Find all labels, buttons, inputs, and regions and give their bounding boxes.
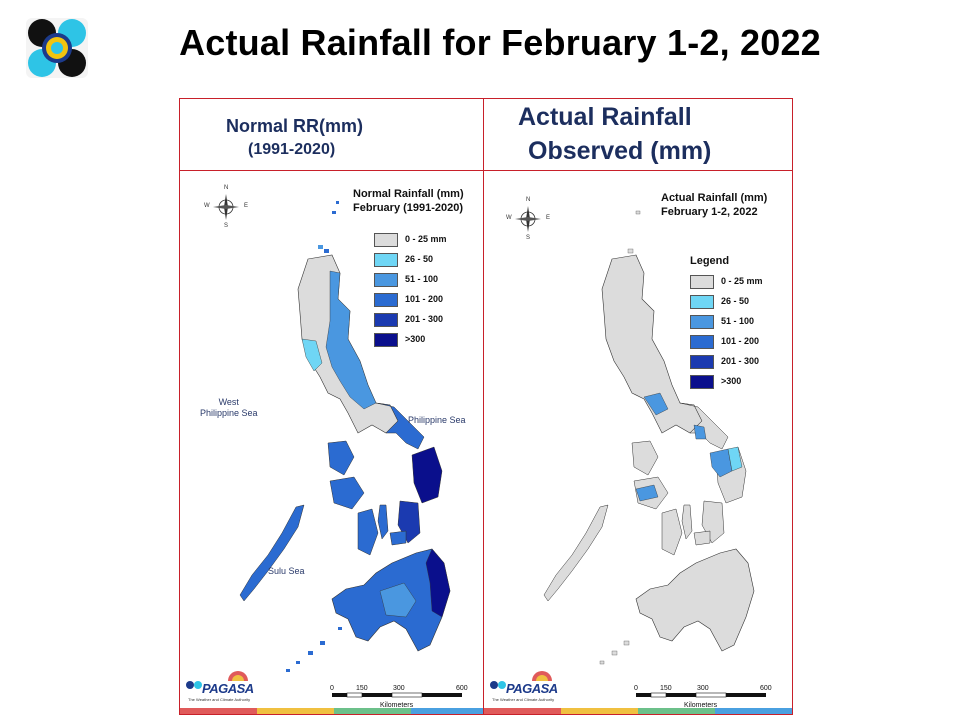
legend-swatch xyxy=(690,275,714,289)
bohol-island xyxy=(389,530,407,546)
legend-heading: Legend xyxy=(690,255,730,267)
brand-name: PAGASA xyxy=(506,681,558,696)
bicol-rain-zone xyxy=(693,424,707,440)
legend-title-line1: Actual Rainfall (mm) xyxy=(661,192,768,204)
pagasa-seal-icon xyxy=(26,18,88,78)
legend-swatch xyxy=(374,313,398,327)
compass-s: S xyxy=(526,235,531,241)
legend-title-line1: Normal Rainfall (mm) xyxy=(353,188,464,200)
luzon-south-zone xyxy=(643,392,669,416)
legend-title-line2: February 1-2, 2022 xyxy=(661,206,758,218)
samar-rain-zone xyxy=(709,448,733,478)
legend-swatch xyxy=(374,233,398,247)
negros-island xyxy=(357,508,379,556)
compass-s: S xyxy=(224,223,229,229)
samar-island xyxy=(411,446,443,504)
legend-label: 101 - 200 xyxy=(405,294,444,304)
mindanao-landmass xyxy=(635,548,755,652)
mindanao-east-zone xyxy=(425,548,451,618)
panel-title-line2: (1991-2020) xyxy=(248,141,336,158)
scale-bar xyxy=(332,692,462,698)
legend-swatch xyxy=(374,273,398,287)
legend-label: 0 - 25 mm xyxy=(405,234,447,244)
legend-swatch xyxy=(690,375,714,389)
color-strip xyxy=(180,708,488,714)
legend-swatch xyxy=(374,333,398,347)
bicol-landmass xyxy=(679,402,729,450)
panel-header: Normal RR(mm) (1991-2020) xyxy=(180,99,488,171)
legend-label: 0 - 25 mm xyxy=(721,276,763,286)
compass-w: W xyxy=(204,203,210,209)
brand-tagline: The Weather and Climate Authority xyxy=(492,697,555,702)
legend-title: Actual Rainfall (mm) February 1-2, 2022 xyxy=(661,191,767,219)
pagasa-brand: PAGASA The Weather and Climate Authority xyxy=(184,667,254,707)
color-strip xyxy=(484,708,792,714)
legend-label: 201 - 300 xyxy=(405,314,444,324)
palawan-island xyxy=(239,504,305,602)
brand-tagline: The Weather and Climate Authority xyxy=(188,697,251,702)
compass-w: W xyxy=(506,215,512,221)
compass-e: E xyxy=(546,215,551,221)
legend-title-line2: February (1991-2020) xyxy=(353,202,464,214)
panay-rain-zone xyxy=(635,484,659,502)
legend-label: 26 - 50 xyxy=(405,254,434,264)
legend-label: >300 xyxy=(721,376,742,386)
palawan-island xyxy=(543,504,609,602)
normal-rainfall-map xyxy=(239,201,462,698)
sea-label-east: Philippine Sea xyxy=(408,415,466,425)
legend-swatch xyxy=(374,253,398,267)
cebu-island xyxy=(377,504,389,540)
brand-name: PAGASA xyxy=(202,681,254,696)
cebu-island xyxy=(681,504,693,540)
compass-n: N xyxy=(224,185,229,191)
legend-swatch xyxy=(374,293,398,307)
compass-n: N xyxy=(526,197,531,203)
actual-rainfall-panel: Actual Rainfall Observed (mm) xyxy=(483,98,793,715)
negros-island xyxy=(661,508,683,556)
legend-title: Normal Rainfall (mm) February (1991-2020… xyxy=(353,187,464,215)
legend-label: >300 xyxy=(405,334,426,344)
pagasa-logo xyxy=(24,16,90,80)
panay-island xyxy=(329,476,365,510)
mindoro-island xyxy=(327,440,355,476)
compass-rose-icon: N W E S xyxy=(506,197,550,241)
compass-e: E xyxy=(244,203,249,209)
legend-swatch xyxy=(690,335,714,349)
normal-rainfall-panel: Normal RR(mm) (1991-2020) xyxy=(179,98,489,715)
slide-title: Actual Rainfall for February 1-2, 2022 xyxy=(179,22,821,63)
legend-label: 101 - 200 xyxy=(721,336,760,346)
samar-light-zone xyxy=(727,446,743,472)
compass-rose-icon: N W E S xyxy=(204,185,248,229)
panel-title-line1: Normal RR(mm) xyxy=(226,116,364,136)
legend-swatch xyxy=(690,295,714,309)
actual-rainfall-map xyxy=(543,210,766,698)
legend-label: 51 - 100 xyxy=(721,316,755,326)
sea-label-south: Sulu Sea xyxy=(268,566,305,576)
bohol-island xyxy=(693,530,711,546)
legend-label: 51 - 100 xyxy=(405,274,439,284)
mindanao-inner-zone xyxy=(379,582,417,618)
panel-title-line2: Observed (mm) xyxy=(528,137,712,165)
panel-title-line1: Actual Rainfall xyxy=(518,103,692,131)
bicol-landmass xyxy=(375,402,425,450)
pagasa-brand: PAGASA The Weather and Climate Authority xyxy=(488,667,558,707)
scale-bar xyxy=(636,692,766,698)
legend-swatch xyxy=(690,315,714,329)
legend-label: 26 - 50 xyxy=(721,296,750,306)
panel-header: Actual Rainfall Observed (mm) xyxy=(484,99,792,171)
legend-swatch xyxy=(690,355,714,369)
sea-label-west: West Philippine Sea xyxy=(200,397,258,418)
luzon-west-zone xyxy=(301,338,323,372)
legend-label: 201 - 300 xyxy=(721,356,760,366)
mindoro-island xyxy=(631,440,659,476)
